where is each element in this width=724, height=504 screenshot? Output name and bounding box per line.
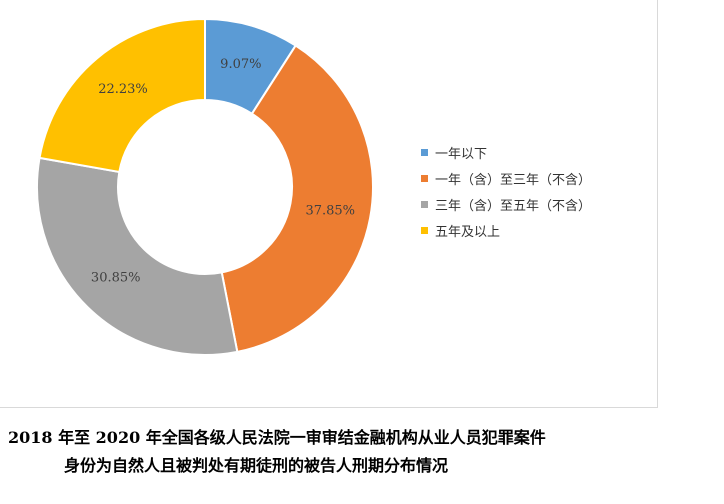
donut-chart: 9.07% 37.85% 30.85% 22.23%: [36, 17, 374, 356]
legend-label: 一年（含）至三年（不含）: [435, 172, 592, 188]
donut-slice: [38, 17, 206, 174]
caption-line: 身份为自然人且被判处有期徒刑的被告人刑期分布情况: [64, 456, 449, 475]
legend-swatch: [421, 200, 428, 208]
legend-item: 五年及以上: [421, 217, 591, 243]
legend-swatch: [421, 174, 428, 182]
legend-label: 五年及以上: [435, 224, 501, 240]
slice-value-label: 9.07%: [220, 57, 261, 72]
donut-slice: [36, 156, 239, 356]
legend-label: 三年（含）至五年（不含）: [435, 198, 592, 214]
legend-item: 一年（含）至三年（不含）: [421, 165, 591, 191]
legend-item: 三年（含）至五年（不含）: [421, 191, 591, 217]
legend-item: 一年以下: [421, 139, 591, 165]
donut-slice: [220, 44, 374, 354]
legend-label: 一年以下: [435, 146, 488, 162]
chart-legend: 一年以下 一年（含）至三年（不含） 三年（含）至五年（不含） 五年及以上: [421, 139, 591, 243]
legend-swatch: [421, 226, 428, 234]
slice-value-label: 22.23%: [98, 82, 148, 97]
slice-value-label: 37.85%: [305, 203, 355, 218]
figure-caption: 2018 年至 2020 年全国各级人民法院一审审结金融机构从业人员犯罪案件 身…: [0, 424, 724, 480]
chart-frame: 9.07% 37.85% 30.85% 22.23% 一年以下 一年（含）至三年（不含…: [0, 0, 658, 408]
legend-swatch: [421, 148, 428, 156]
caption-line: 2018 年至 2020 年全国各级人民法院一审审结金融机构从业人员犯罪案件: [8, 428, 546, 447]
slice-value-label: 30.85%: [91, 271, 141, 286]
